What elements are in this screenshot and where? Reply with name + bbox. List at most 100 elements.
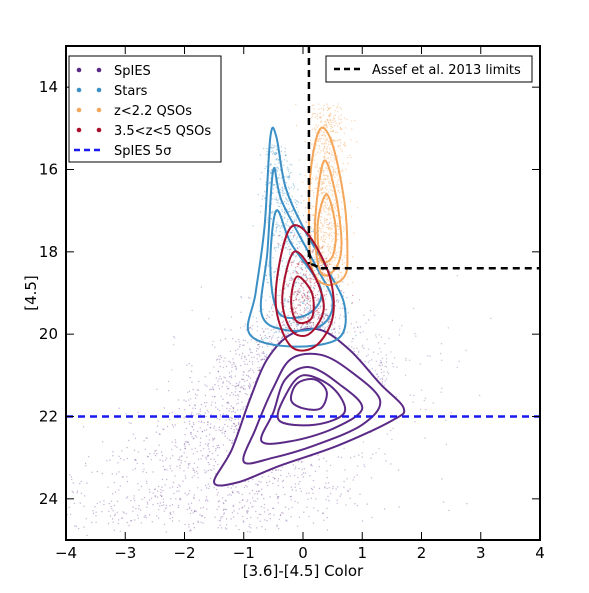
scatter-point [159, 433, 161, 435]
scatter-point [271, 211, 273, 214]
scatter-point [408, 359, 411, 361]
scatter-point [299, 284, 302, 287]
scatter-point [233, 504, 235, 507]
scatter-point [168, 412, 171, 415]
scatter-point [265, 299, 267, 302]
scatter-point [231, 491, 234, 494]
scatter-point [274, 270, 277, 273]
scatter-point [316, 294, 319, 296]
scatter-point [258, 369, 261, 372]
scatter-point [359, 326, 362, 328]
scatter-point [267, 337, 269, 340]
scatter-point [307, 298, 309, 300]
scatter-point [58, 529, 59, 530]
scatter-point [334, 257, 336, 259]
scatter-point [328, 114, 330, 116]
scatter-point [315, 144, 318, 147]
scatter-point [265, 183, 267, 186]
scatter-point [170, 513, 172, 516]
scatter-point [362, 344, 364, 346]
scatter-point [456, 366, 458, 368]
scatter-point [289, 282, 291, 285]
scatter-point [232, 408, 235, 410]
scatter-point [282, 320, 285, 322]
scatter-point [192, 522, 195, 525]
scatter-point [205, 471, 208, 473]
scatter-point [319, 112, 321, 114]
scatter-point [331, 130, 333, 133]
scatter-point [325, 187, 327, 190]
scatter-point [331, 154, 333, 156]
scatter-point [118, 471, 120, 473]
scatter-point [249, 349, 251, 351]
scatter-point [79, 502, 82, 504]
scatter-point [324, 327, 326, 329]
scatter-point [280, 191, 282, 193]
scatter-point [186, 494, 188, 496]
scatter-point [281, 186, 283, 189]
scatter-point [133, 497, 135, 499]
scatter-point [317, 140, 319, 142]
scatter-point [342, 170, 344, 172]
scatter-point [266, 317, 268, 319]
scatter-point [251, 489, 254, 492]
scatter-point [339, 128, 342, 130]
scatter-point [142, 463, 144, 465]
scatter-point [168, 390, 170, 392]
scatter-point [307, 498, 309, 500]
scatter-point [217, 446, 219, 449]
scatter-point [267, 264, 270, 266]
scatter-point [337, 155, 339, 157]
scatter-point [241, 355, 243, 357]
scatter-point [107, 522, 110, 525]
scatter-point [265, 165, 268, 168]
scatter-point [288, 253, 291, 255]
scatter-point [276, 524, 278, 526]
scatter-point [358, 299, 361, 301]
scatter-point [270, 169, 273, 171]
scatter-point [320, 178, 323, 181]
scatter-point [272, 335, 274, 337]
scatter-point [228, 372, 231, 374]
scatter-point [372, 453, 374, 455]
scatter-point [318, 229, 320, 232]
scatter-point [334, 176, 336, 179]
scatter-point [191, 309, 193, 312]
scatter-point [116, 511, 118, 513]
scatter-point [278, 177, 280, 179]
scatter-point [351, 338, 354, 340]
scatter-point [282, 189, 284, 191]
scatter-point [263, 330, 265, 332]
scatter-point [302, 214, 305, 217]
scatter-point [318, 138, 320, 140]
scatter-point [225, 508, 228, 511]
scatter-point [162, 498, 165, 500]
scatter-point [71, 478, 73, 481]
x-tick-label: 4 [535, 544, 545, 562]
scatter-point [243, 360, 245, 363]
scatter-point [275, 223, 277, 226]
scatter-point [323, 174, 326, 177]
scatter-point [169, 512, 171, 515]
scatter-point [318, 148, 320, 150]
scatter-point [316, 126, 318, 128]
scatter-point [332, 246, 334, 249]
scatter-point [337, 276, 339, 279]
scatter-point [241, 401, 243, 403]
scatter-point [231, 490, 234, 492]
scatter-point [117, 522, 120, 525]
scatter-point [326, 151, 328, 153]
scatter-point [194, 434, 197, 437]
scatter-point [293, 293, 296, 295]
scatter-point [278, 527, 280, 530]
scatter-point [252, 225, 254, 227]
scatter-point [279, 169, 281, 171]
scatter-point [326, 178, 328, 180]
scatter-point [323, 201, 325, 203]
scatter-point [340, 493, 342, 495]
scatter-point [216, 417, 218, 420]
scatter-point [301, 296, 304, 298]
scatter-point [335, 293, 338, 296]
scatter-point [208, 463, 210, 466]
scatter-point [119, 530, 122, 533]
